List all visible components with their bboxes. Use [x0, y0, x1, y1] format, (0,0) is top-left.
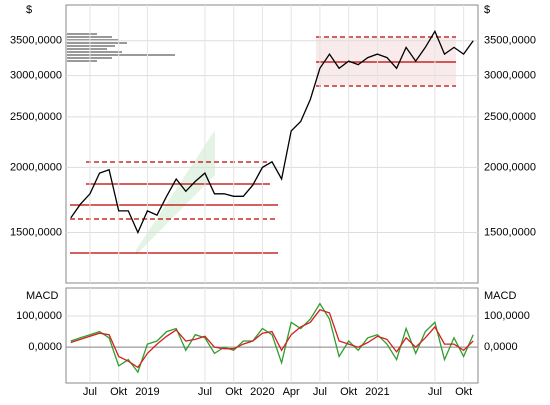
x-tick-label: Apr: [283, 386, 300, 398]
y-tick-label: 1500,0000: [10, 226, 62, 238]
y-tick-label: 3500,0000: [484, 35, 536, 47]
x-tick-label: Okt: [225, 386, 242, 398]
x-tick-label: 2021: [365, 386, 389, 398]
x-tick-label: 2020: [250, 386, 274, 398]
y-tick-label: 3500,0000: [10, 35, 62, 47]
y-tick-label: 2000,0000: [10, 161, 62, 173]
x-tick-label: Jul: [428, 386, 442, 398]
y-tick-label: 0,0000: [484, 341, 518, 353]
y-tick-label: 3000,0000: [10, 70, 62, 82]
x-tick-label: Okt: [455, 386, 472, 398]
y-tick-label: 3000,0000: [484, 70, 536, 82]
macd-title: MACD: [26, 290, 58, 302]
macd-frame: [65, 287, 479, 384]
currency-label: $: [484, 4, 490, 16]
y-tick-label: 100,0000: [484, 310, 530, 322]
y-tick-label: 2500,0000: [484, 111, 536, 123]
x-tick-label: Okt: [110, 386, 127, 398]
y-tick-label: 100,0000: [16, 310, 62, 322]
macd-title: MACD: [484, 290, 516, 302]
series-line: [70, 302, 474, 374]
x-tick-label: Jul: [313, 386, 327, 398]
x-tick-label: Okt: [340, 386, 357, 398]
series-line: [70, 309, 474, 369]
price-frame: [65, 4, 479, 284]
currency-label: $: [26, 4, 32, 16]
annotations: [70, 36, 456, 255]
series-line: [70, 29, 474, 235]
y-tick-label: 0,0000: [28, 341, 62, 353]
x-tick-label: Jul: [83, 386, 97, 398]
y-tick-label: 2000,0000: [484, 161, 536, 173]
x-tick-label: Jul: [198, 386, 212, 398]
y-tick-label: 2500,0000: [10, 111, 62, 123]
y-tick-label: 1500,0000: [484, 226, 536, 238]
x-tick-label: 2019: [135, 386, 159, 398]
